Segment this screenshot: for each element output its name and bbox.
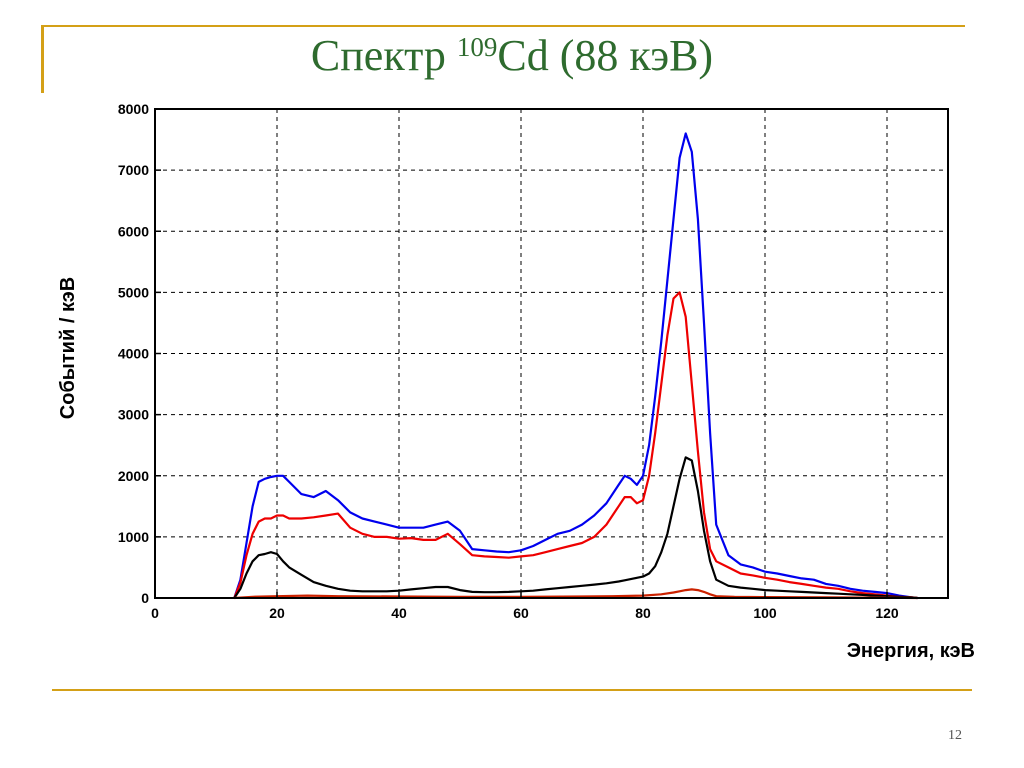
x-tick-label-40: 40 xyxy=(391,605,407,621)
title-superscript: 109 xyxy=(456,32,498,62)
x-tick-label-0: 0 xyxy=(151,605,159,621)
y-axis-label: Событий / кэВ xyxy=(57,277,79,419)
x-tick-label-100: 100 xyxy=(753,605,777,621)
title-prefix: Спектр xyxy=(310,31,457,80)
y-tick-label-3000: 3000 xyxy=(118,407,149,423)
x-axis-label: Энергия, кэВ xyxy=(847,640,975,662)
y-tick-label-5000: 5000 xyxy=(118,284,149,300)
y-tick-label-0: 0 xyxy=(141,590,149,606)
y-tick-label-1000: 1000 xyxy=(118,529,149,545)
frame-vertical-accent xyxy=(41,25,44,93)
y-tick-label-4000: 4000 xyxy=(118,346,149,362)
slide-title: Спектр 109Cd (88 кэВ) xyxy=(0,26,1024,86)
y-tick-label-8000: 8000 xyxy=(118,101,149,117)
series-line-1 xyxy=(233,132,918,600)
chart-ticks: 0 20 40 60 80 100 120 0 1000 2000 3000 4000 5000 6000… xyxy=(118,101,899,621)
y-tick-label-6000: 6000 xyxy=(118,223,149,239)
x-tick-label-120: 120 xyxy=(875,605,899,621)
series-line-3 xyxy=(233,456,918,600)
chart-grid xyxy=(155,109,948,598)
page-number: 12 xyxy=(948,728,962,743)
x-tick-label-80: 80 xyxy=(635,605,651,621)
series-line-2 xyxy=(233,291,918,600)
frame-top-line xyxy=(41,25,965,27)
y-tick-label-2000: 2000 xyxy=(118,468,149,484)
y-tick-label-7000: 7000 xyxy=(118,162,149,178)
series-line-4 xyxy=(234,588,918,600)
chart-series xyxy=(233,132,918,600)
x-tick-label-60: 60 xyxy=(513,605,529,621)
frame-bottom-line xyxy=(52,689,972,691)
title-suffix: Cd (88 кэВ) xyxy=(497,31,714,80)
x-tick-label-20: 20 xyxy=(269,605,285,621)
